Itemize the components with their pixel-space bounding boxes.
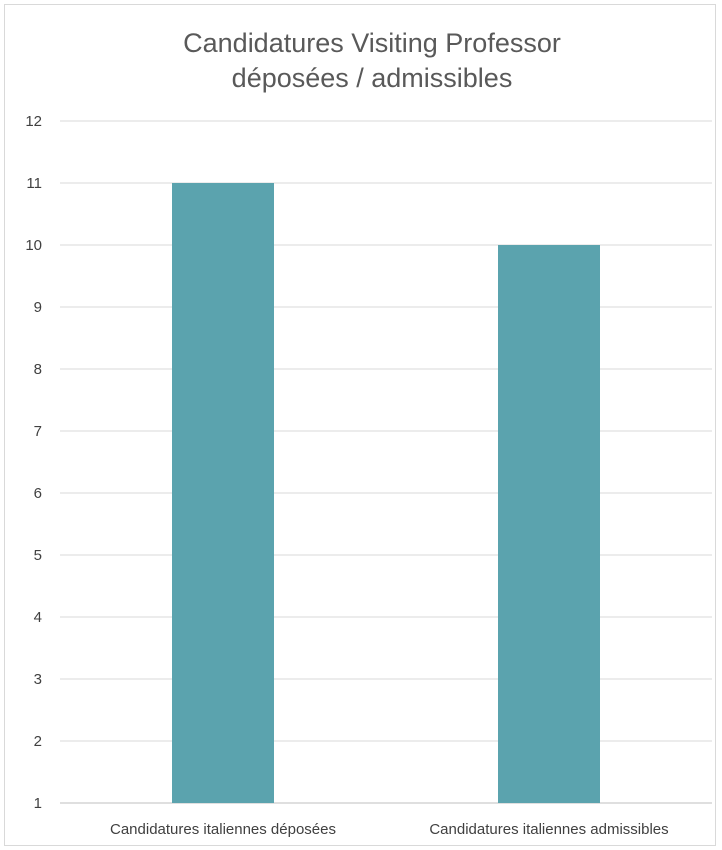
- y-tick-label: 7: [34, 423, 42, 440]
- chart-title-line-2: déposées / admissibles: [232, 63, 513, 93]
- x-category-label: Candidatures italiennes admissibles: [429, 821, 668, 838]
- y-tick-label: 8: [34, 361, 42, 378]
- bar: [498, 245, 600, 803]
- y-tick-label: 5: [34, 547, 42, 564]
- gridlines: [60, 120, 712, 804]
- bars: [172, 183, 600, 803]
- y-tick-label: 10: [25, 237, 42, 254]
- x-axis-category-labels: Candidatures italiennes déposées Candidat…: [110, 821, 669, 838]
- bar: [172, 183, 274, 803]
- x-category-label: Candidatures italiennes déposées: [110, 821, 336, 838]
- y-tick-label: 9: [34, 299, 42, 316]
- y-tick-label: 12: [25, 113, 42, 130]
- y-tick-label: 11: [26, 175, 42, 192]
- chart-title-line-1: Candidatures Visiting Professor: [183, 28, 561, 58]
- y-tick-label: 1: [34, 795, 42, 812]
- chart-title: Candidatures Visiting Professor déposées…: [183, 28, 561, 93]
- y-tick-label: 3: [34, 671, 42, 688]
- y-tick-label: 6: [34, 485, 42, 502]
- y-tick-label: 4: [34, 609, 42, 626]
- y-tick-label: 2: [34, 733, 42, 750]
